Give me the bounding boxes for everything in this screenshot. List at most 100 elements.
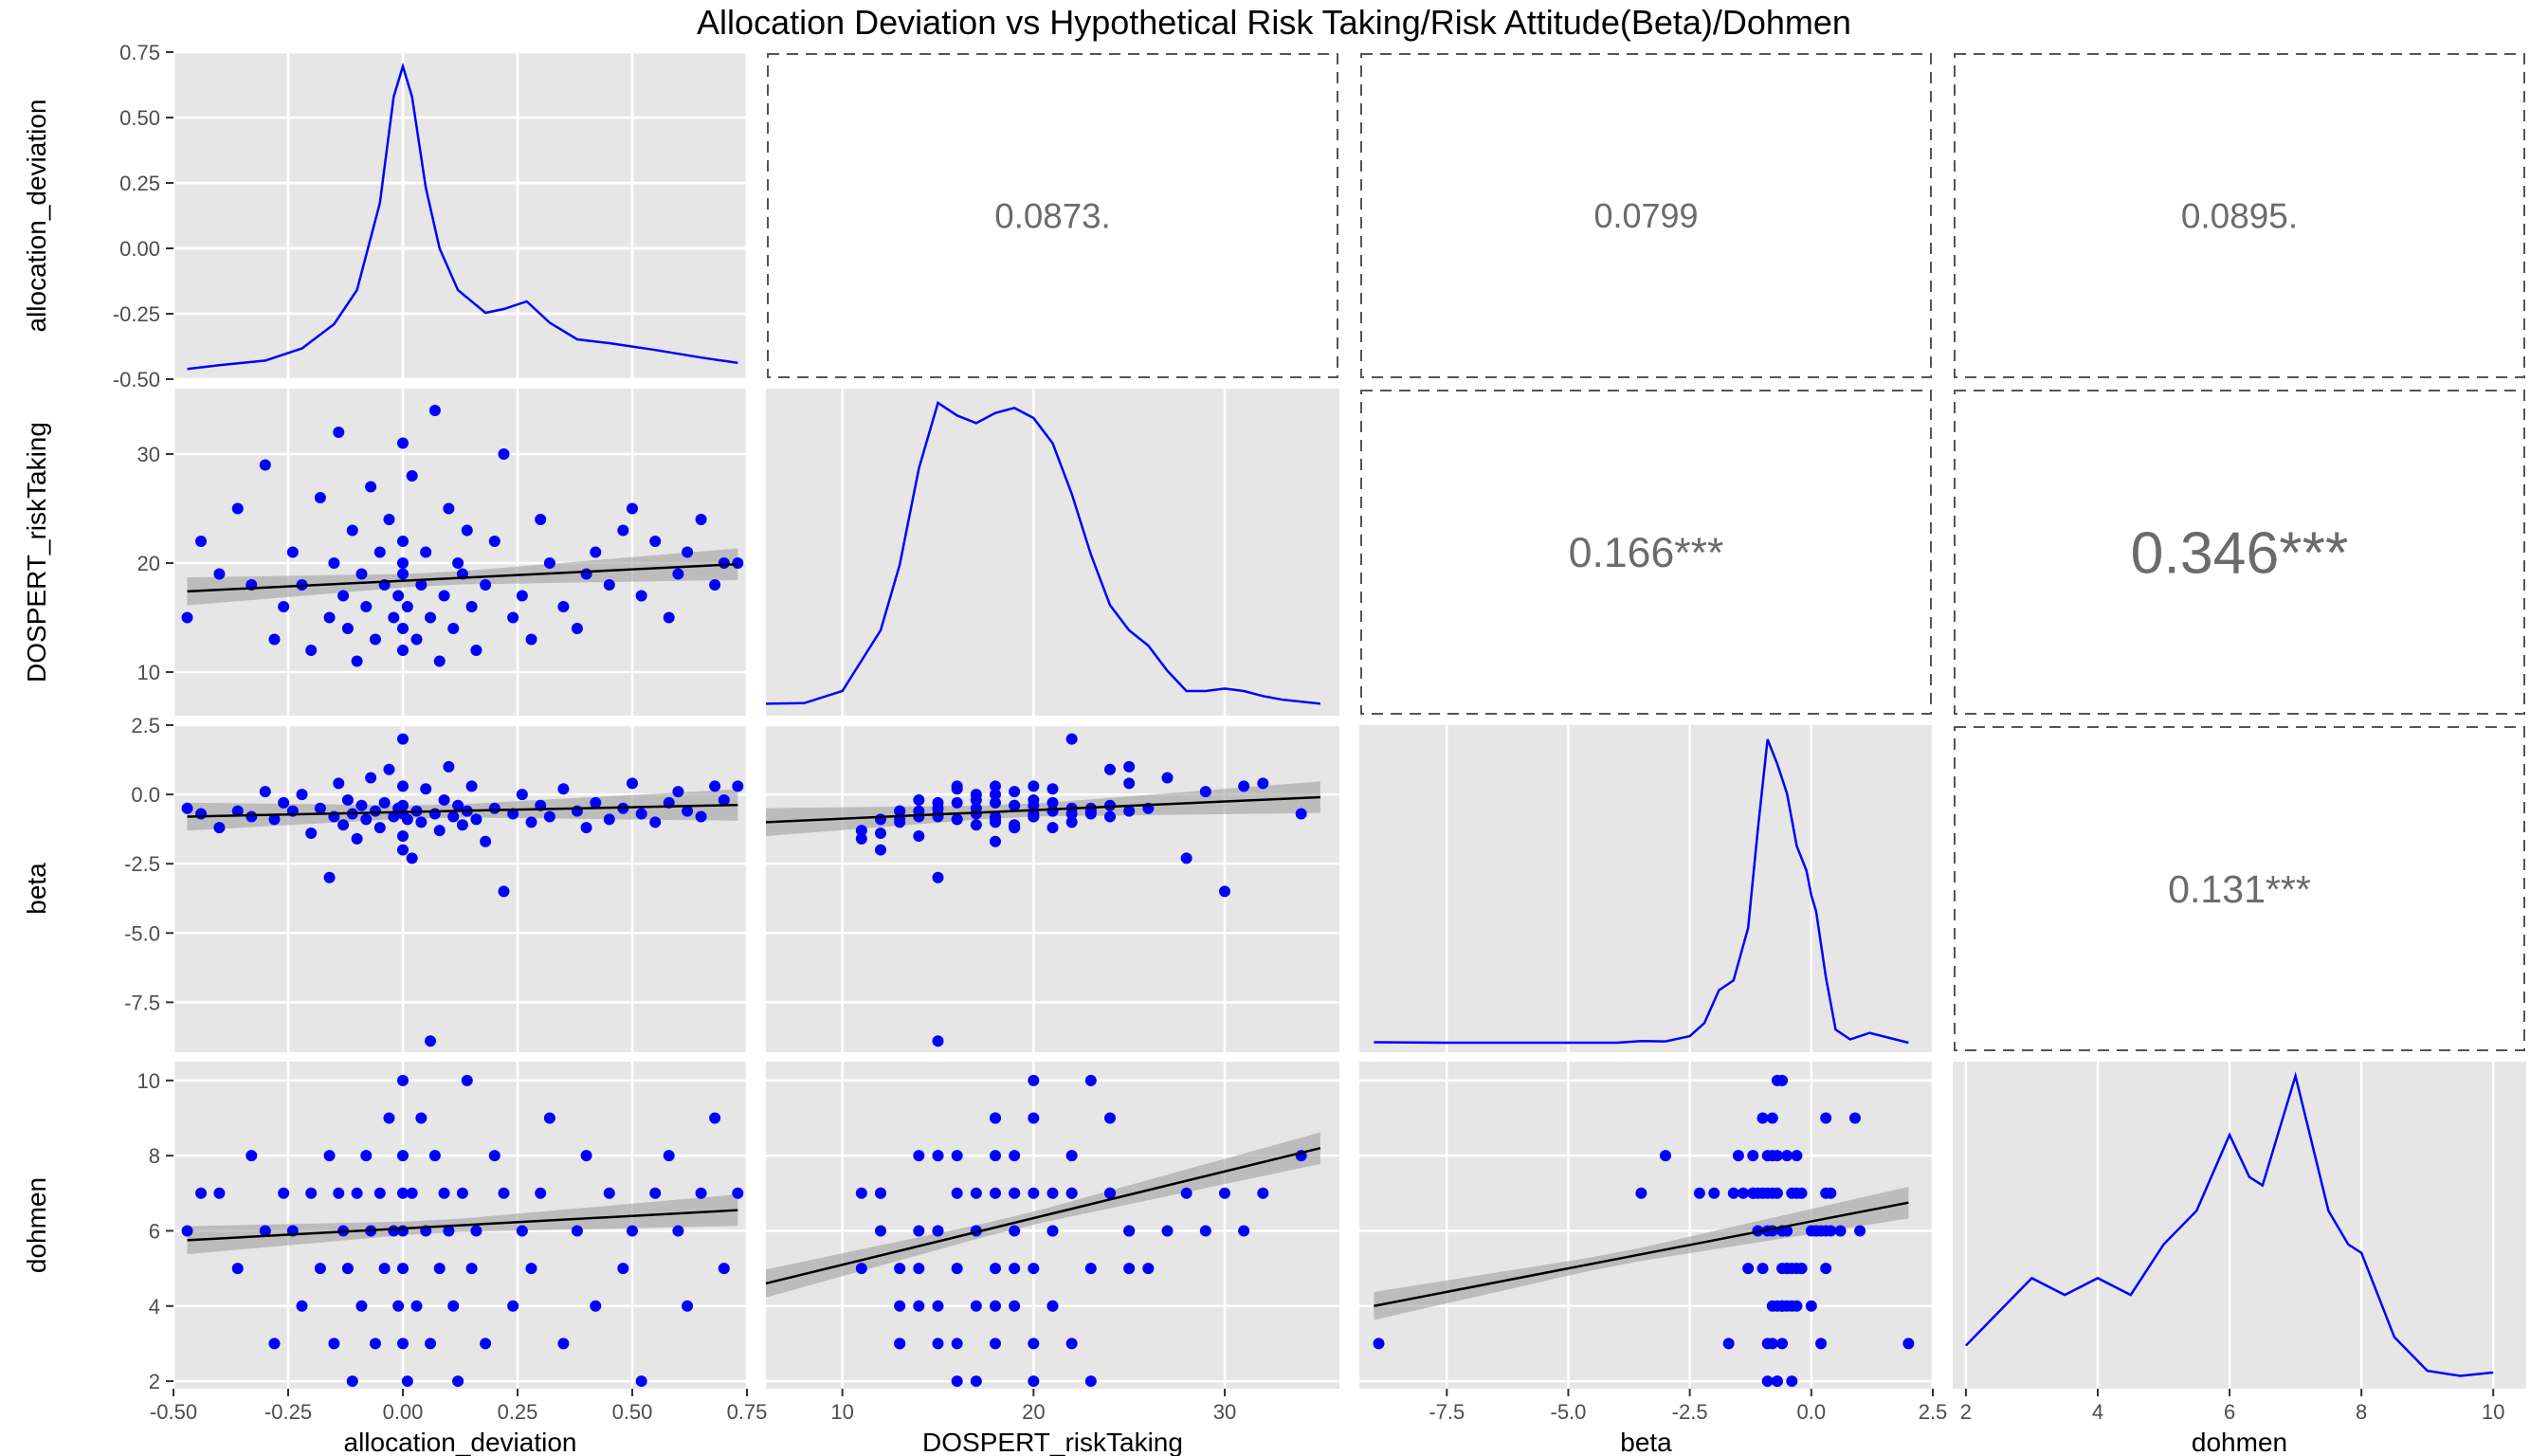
scatter-point	[438, 590, 450, 602]
scatter-point	[932, 1338, 944, 1350]
scatter-point	[543, 810, 555, 823]
scatter-point	[732, 1187, 744, 1199]
scatter-point	[406, 852, 418, 864]
x-tick-label: 0.25	[498, 1400, 538, 1424]
scatter-point	[1766, 1187, 1778, 1199]
scatter-point	[355, 799, 368, 811]
scatter-point	[286, 546, 299, 558]
scatter-point	[1046, 783, 1059, 795]
scatter-point	[1028, 810, 1040, 823]
scatter-point	[682, 546, 694, 558]
scatter-point	[571, 623, 583, 634]
x-tick-label: -5.0	[1551, 1400, 1587, 1424]
chart-title: Allocation Deviation vs Hypothetical Ris…	[697, 3, 1851, 42]
scatter-point	[397, 1074, 409, 1086]
scatter-point	[333, 427, 345, 438]
scatter-point	[535, 1187, 547, 1199]
y-axis-label: DOSPERT_riskTaking	[22, 422, 51, 682]
scatter-point	[397, 844, 409, 856]
correlation-panel	[1954, 53, 2525, 378]
density-curve	[187, 62, 738, 371]
scatter-point	[231, 502, 244, 515]
scatter-point	[682, 805, 694, 817]
scatter-point	[617, 1263, 629, 1275]
scatter-point	[932, 871, 944, 883]
scatter-point	[1028, 1187, 1040, 1199]
scatter-point	[470, 1225, 482, 1237]
scatter-point	[346, 524, 358, 537]
scatter-point	[1825, 1225, 1837, 1237]
scatter-point	[373, 546, 386, 558]
scatter-point	[1776, 1338, 1789, 1350]
scatter-point	[433, 825, 446, 837]
scatter-point	[951, 1375, 963, 1388]
scatter-point	[259, 786, 271, 798]
y-tick-label: 0.50	[119, 106, 160, 130]
scatter-point	[1761, 1150, 1774, 1162]
scatter-point	[695, 810, 707, 823]
x-tick-label: 10	[830, 1400, 853, 1424]
scatter-point	[498, 885, 510, 898]
scatter-point	[1009, 1225, 1021, 1237]
scatter-point	[1776, 1300, 1789, 1312]
scatter-point	[875, 828, 886, 840]
scatter-point	[1009, 1187, 1021, 1199]
scatter-point	[672, 786, 684, 798]
scatter-point	[951, 1338, 963, 1350]
scatter-point	[1756, 1263, 1769, 1275]
y-tick-label: 20	[137, 552, 160, 575]
scatter-point	[498, 1187, 510, 1199]
scatter-point	[1123, 1263, 1136, 1275]
scatter-point	[351, 1187, 363, 1199]
scatter-point	[465, 1263, 478, 1275]
scatter-point	[397, 799, 409, 811]
scatter-point	[1009, 786, 1021, 798]
scatter-point	[246, 810, 258, 823]
scatter-point	[1820, 1112, 1832, 1124]
scatter-point	[1046, 805, 1059, 817]
scatter-point	[617, 524, 629, 537]
x-tick-label: 6	[2224, 1400, 2235, 1424]
regression-line	[765, 1146, 1321, 1285]
scatter-point	[1046, 1187, 1059, 1199]
scatter-point	[932, 1035, 944, 1047]
scatter-point	[488, 1150, 500, 1162]
scatter-point	[580, 568, 592, 580]
scatter-point	[443, 1225, 455, 1237]
scatter-point	[1795, 1187, 1808, 1199]
scatter-point	[1084, 1263, 1097, 1275]
panel-background	[173, 389, 747, 716]
scatter-point	[1727, 1187, 1739, 1199]
scatter-point	[695, 514, 707, 525]
scatter-point	[932, 1300, 944, 1312]
scatter-point	[1104, 1187, 1116, 1199]
scatter-point	[415, 579, 428, 591]
scatter-point	[875, 844, 886, 856]
scatter-point	[341, 623, 354, 634]
y-tick-label: 10	[137, 661, 160, 684]
scatter-point	[1902, 1338, 1915, 1350]
scatter-point	[355, 1300, 368, 1312]
x-tick-label: 2.5	[1919, 1400, 1948, 1424]
scatter-point	[425, 1035, 437, 1047]
scatter-point	[1065, 1338, 1078, 1350]
scatter-point	[383, 763, 395, 775]
scatter-point	[397, 437, 409, 449]
scatter-point	[990, 1112, 1001, 1124]
scatter-point	[278, 796, 290, 809]
scatter-point	[590, 1300, 602, 1312]
scatter-point	[337, 819, 350, 831]
scatter-point	[397, 536, 409, 547]
scatter-point	[397, 645, 409, 656]
scatter-point	[1722, 1338, 1735, 1350]
scatter-point	[428, 1150, 441, 1162]
scatter-point	[557, 783, 570, 795]
scatter-point	[346, 1375, 358, 1388]
panel-background	[766, 389, 1339, 716]
scatter-point	[1199, 1225, 1211, 1237]
scatter-point	[1635, 1187, 1647, 1199]
scatter-point	[1257, 777, 1269, 790]
scatter-point	[268, 813, 281, 826]
scatter-point	[875, 813, 886, 826]
y-tick-label: -0.25	[113, 302, 160, 326]
